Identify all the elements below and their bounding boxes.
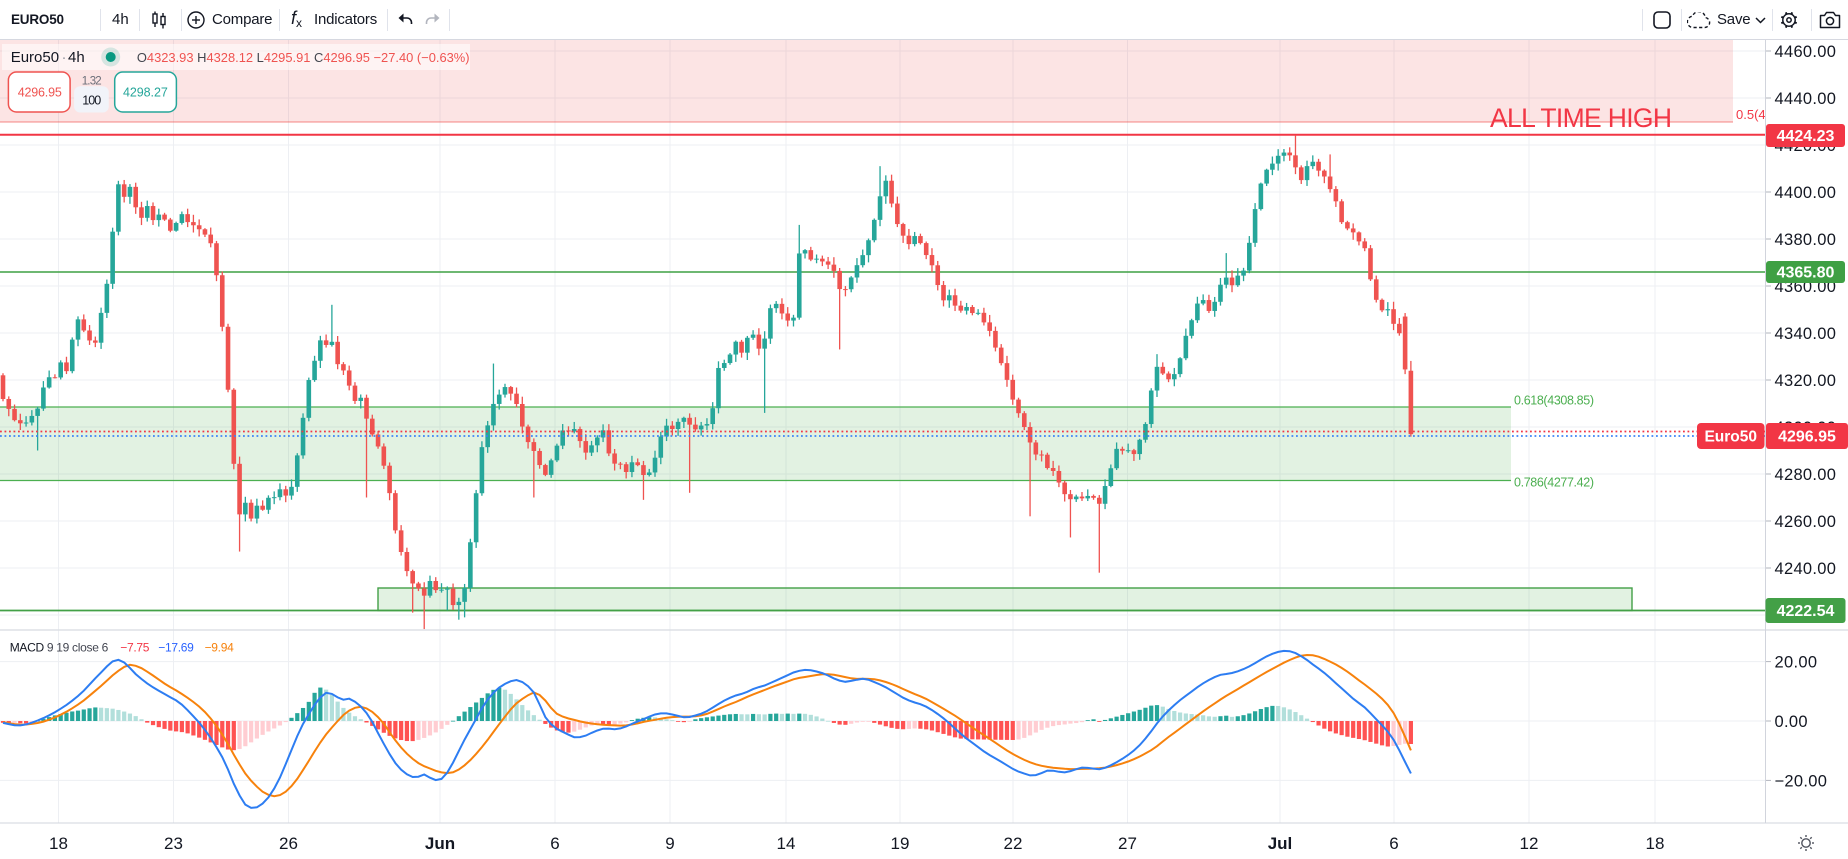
svg-text:26: 26 — [279, 834, 298, 853]
svg-text:4222.54: 4222.54 — [1777, 603, 1835, 620]
svg-text:−9.94: −9.94 — [205, 641, 234, 655]
svg-text:0.00: 0.00 — [1775, 713, 1808, 731]
svg-text:14: 14 — [777, 834, 796, 853]
svg-text:19: 19 — [891, 834, 910, 853]
svg-text:100: 100 — [82, 94, 101, 108]
svg-text:4320.00: 4320.00 — [1775, 372, 1837, 390]
svg-text:−17.69: −17.69 — [158, 641, 194, 655]
svg-text:4260.00: 4260.00 — [1775, 513, 1837, 531]
svg-text:27: 27 — [1118, 834, 1137, 853]
svg-text:Jun: Jun — [425, 834, 455, 853]
svg-text:Jul: Jul — [1268, 834, 1293, 853]
svg-text:4298.27: 4298.27 — [123, 86, 168, 100]
svg-text:12: 12 — [1520, 834, 1539, 853]
svg-text:23: 23 — [164, 834, 183, 853]
svg-text:−7.75: −7.75 — [120, 641, 149, 655]
svg-text:4424.23: 4424.23 — [1777, 128, 1835, 145]
svg-text:MACD 9 19 close 6: MACD 9 19 close 6 — [10, 641, 109, 655]
svg-text:4365.80: 4365.80 — [1777, 265, 1835, 282]
svg-text:4340.00: 4340.00 — [1775, 325, 1837, 343]
svg-text:4296.95: 4296.95 — [1778, 429, 1836, 446]
svg-text:9: 9 — [665, 834, 674, 853]
svg-text:4460.00: 4460.00 — [1775, 43, 1837, 61]
svg-text:6: 6 — [1389, 834, 1398, 853]
svg-text:4240.00: 4240.00 — [1775, 560, 1837, 578]
svg-text:−20.00: −20.00 — [1775, 772, 1828, 790]
svg-text:18: 18 — [49, 834, 68, 853]
svg-text:4440.00: 4440.00 — [1775, 90, 1837, 108]
svg-text:1.32: 1.32 — [82, 76, 102, 88]
svg-text:6: 6 — [550, 834, 559, 853]
svg-text:O4323.93 H4328.12 L4295.91 C42: O4323.93 H4328.12 L4295.91 C4296.95 −27.… — [137, 50, 470, 65]
svg-text:ALL TIME HIGH: ALL TIME HIGH — [1490, 103, 1672, 133]
svg-text:22: 22 — [1004, 834, 1023, 853]
svg-text:4280.00: 4280.00 — [1775, 466, 1837, 484]
svg-text:Euro50: Euro50 — [11, 49, 59, 66]
svg-text:4400.00: 4400.00 — [1775, 184, 1837, 202]
svg-text:Euro50: Euro50 — [1704, 429, 1757, 446]
svg-text:·: · — [62, 49, 67, 66]
svg-text:0.618(4308.85): 0.618(4308.85) — [1514, 394, 1594, 408]
svg-text:20.00: 20.00 — [1775, 654, 1818, 672]
svg-text:4h: 4h — [68, 49, 85, 66]
svg-text:0.786(4277.42): 0.786(4277.42) — [1514, 476, 1594, 490]
svg-text:0.5(4: 0.5(4 — [1736, 107, 1766, 122]
svg-text:4296.95: 4296.95 — [18, 86, 62, 100]
svg-text:4380.00: 4380.00 — [1775, 231, 1837, 249]
svg-text:18: 18 — [1646, 834, 1665, 853]
